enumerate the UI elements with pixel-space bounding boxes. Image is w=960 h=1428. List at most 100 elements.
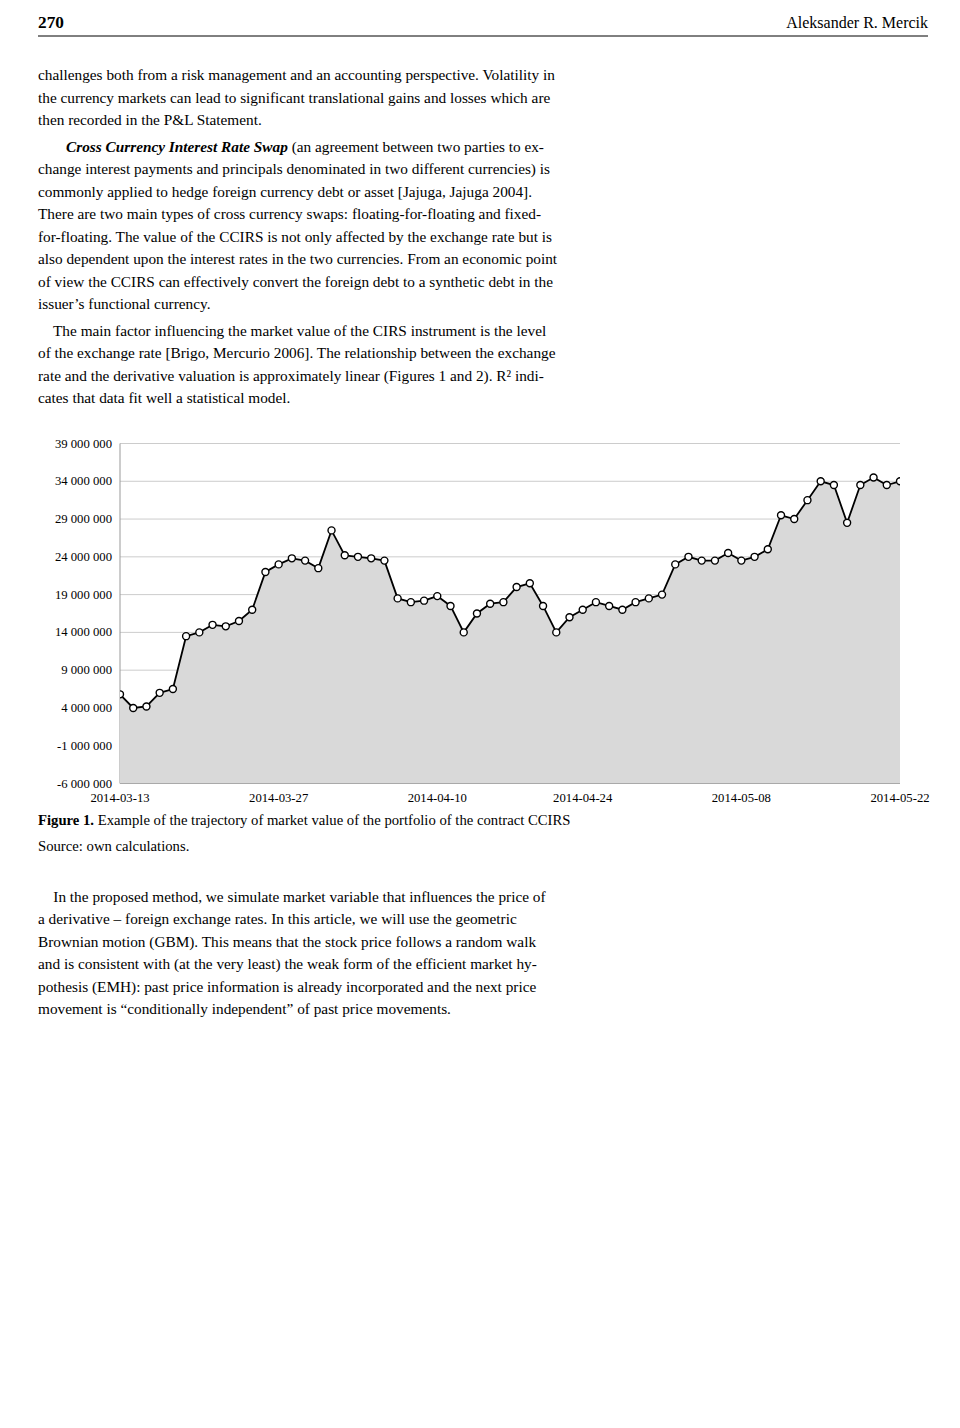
- point: [407, 599, 414, 606]
- paragraph-line: In the proposed method, we simulate mark…: [38, 888, 547, 905]
- point: [526, 580, 533, 587]
- point: [130, 704, 137, 711]
- point: [804, 497, 811, 504]
- paragraph-line: pothesis (EMH): past price information i…: [38, 978, 536, 996]
- x-tick-label: 2014-05-22: [870, 791, 929, 805]
- point: [262, 568, 269, 575]
- paragraph-line: rate and the derivative valuation is app…: [38, 367, 544, 385]
- caption-text: Example of the trajectory of market valu…: [94, 812, 570, 828]
- paragraph-line: commonly applied to hedge foreign curren…: [38, 183, 532, 200]
- point: [222, 623, 229, 630]
- page: 270Aleksander R. Mercikchallenges both f…: [0, 0, 960, 1428]
- point: [592, 599, 599, 606]
- point: [328, 527, 335, 534]
- point: [302, 557, 309, 564]
- point: [143, 703, 150, 710]
- point: [791, 516, 798, 523]
- y-tick-label: -1 000 000: [57, 739, 112, 753]
- grid-line: [120, 443, 900, 444]
- point: [513, 584, 520, 591]
- point: [235, 618, 242, 625]
- caption-label: Figure 1.: [38, 812, 94, 828]
- point: [738, 557, 745, 564]
- point: [619, 606, 626, 613]
- point: [169, 686, 176, 693]
- point: [870, 474, 877, 481]
- paragraph-line: also dependent upon the interest rates i…: [38, 250, 558, 267]
- point: [421, 597, 428, 604]
- paragraph-line: cates that data fit well a statistical m…: [38, 389, 290, 406]
- paragraph-text: (an agreement between two parties to ex-: [288, 138, 544, 156]
- point: [764, 546, 771, 553]
- point: [368, 555, 375, 562]
- point: [897, 478, 901, 485]
- point: [579, 606, 586, 613]
- point: [711, 557, 718, 564]
- page-number: 270: [38, 13, 64, 32]
- point: [341, 552, 348, 559]
- y-tick-label: -6 000 000: [57, 777, 112, 791]
- point: [632, 599, 639, 606]
- header-rule: [38, 36, 928, 37]
- plot-area: [120, 474, 900, 784]
- point: [381, 557, 388, 564]
- point: [500, 599, 507, 606]
- chart: -6 000 000 -1 000 000 4 000 000 9 000 000 14…: [55, 437, 930, 805]
- x-tick-label: 2014-03-27: [249, 791, 308, 805]
- bold-phrase: Cross Currency Interest Rate Swap: [66, 138, 288, 155]
- point: [156, 689, 163, 696]
- y-tick-label: 29 000 000: [55, 512, 112, 526]
- point: [354, 553, 361, 560]
- x-tick-label: 2014-05-08: [712, 791, 771, 805]
- point: [659, 591, 666, 598]
- point: [672, 561, 679, 568]
- point: [460, 629, 467, 636]
- point: [447, 602, 454, 609]
- point: [183, 633, 190, 640]
- paragraph-line: for-floating. The value of the CCIRS is …: [38, 228, 552, 245]
- x-tick-label: 2014-03-13: [90, 791, 149, 805]
- point: [883, 482, 890, 489]
- point: [394, 595, 401, 602]
- point: [540, 602, 547, 609]
- paragraph-line: There are two main types of cross curren…: [38, 205, 541, 222]
- paragraph-line: challenges both from a risk management a…: [38, 66, 555, 83]
- paragraph-line: Brownian motion (GBM). This means that t…: [38, 933, 536, 951]
- point: [196, 629, 203, 636]
- grid-line: [120, 481, 900, 482]
- point: [751, 553, 758, 560]
- point: [209, 621, 216, 628]
- y-tick-label: 9 000 000: [61, 663, 112, 677]
- point: [288, 555, 295, 562]
- paragraph-line: of the exchange rate [Brigo, Mercurio 20…: [38, 344, 556, 361]
- point: [434, 593, 441, 600]
- point: [120, 691, 124, 698]
- point: [275, 561, 282, 568]
- y-tick-label: 24 000 000: [55, 550, 112, 564]
- point: [725, 550, 732, 557]
- point: [698, 557, 705, 564]
- y-tick-label: 14 000 000: [55, 625, 112, 639]
- paragraph-line: and is consistent with (at the very leas…: [38, 955, 537, 973]
- y-tick-label: 4 000 000: [61, 701, 112, 715]
- point: [315, 565, 322, 572]
- figure-source: Source: own calculations.: [38, 838, 189, 854]
- x-tick-label: 2014-04-24: [553, 791, 613, 805]
- paragraph-line: Cross Currency Interest Rate Swap (an ag…: [66, 138, 544, 156]
- point: [249, 606, 256, 613]
- point: [778, 512, 785, 519]
- x-tick-label: 2014-04-10: [408, 791, 467, 805]
- area: [120, 478, 900, 784]
- paragraph-line: then recorded in the P&L Statement.: [38, 111, 262, 128]
- paragraph-line: issuer’s functional currency.: [38, 295, 210, 312]
- point: [606, 602, 613, 609]
- point: [645, 595, 652, 602]
- point: [553, 629, 560, 636]
- point: [566, 614, 573, 621]
- paragraph-line: of view the CCIRS can effectively conver…: [38, 273, 553, 290]
- y-tick-label: 39 000 000: [55, 437, 112, 451]
- point: [857, 482, 864, 489]
- paragraph-line: a derivative – foreign exchange rates. I…: [38, 910, 517, 927]
- point: [830, 482, 837, 489]
- y-tick-label: 34 000 000: [55, 474, 112, 488]
